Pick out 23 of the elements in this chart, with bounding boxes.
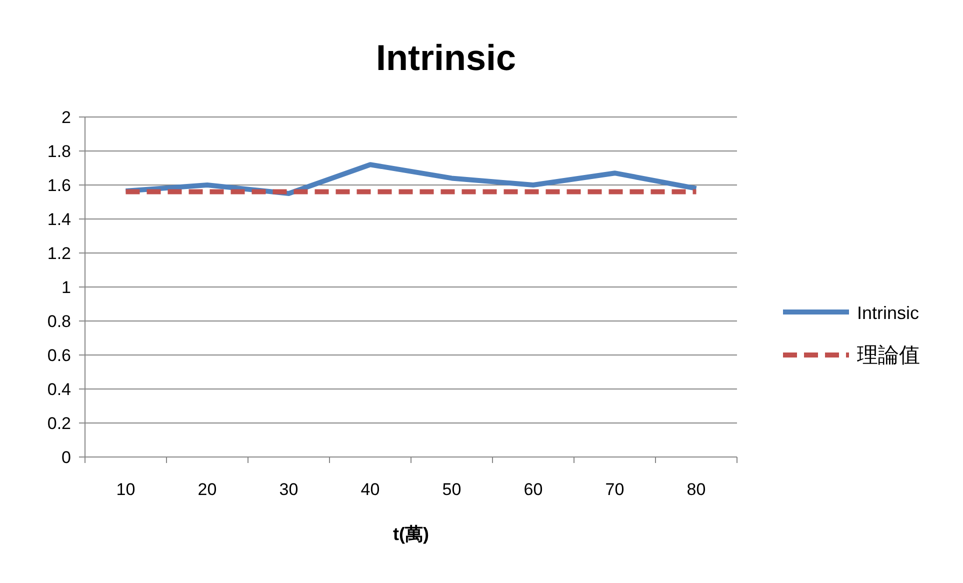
x-tick-label: 60 [524, 480, 543, 499]
y-tick-label: 0.2 [47, 414, 71, 433]
y-tick-label: 1.6 [47, 176, 71, 195]
legend-label: Intrinsic [857, 303, 920, 323]
y-tick-label: 1 [62, 278, 71, 297]
x-tick-label: 10 [116, 480, 136, 499]
x-tick-label: 80 [686, 480, 706, 499]
chart-title: Intrinsic [376, 37, 516, 78]
y-tick-label: 0.4 [47, 380, 71, 399]
y-tick-label: 1.2 [47, 244, 71, 263]
x-tick-label: 70 [605, 480, 624, 499]
x-tick-label: 30 [279, 480, 298, 499]
y-tick-label: 1.8 [47, 142, 71, 161]
x-tick-label: 20 [198, 480, 217, 499]
y-tick-label: 2 [62, 108, 71, 127]
y-tick-label: 0.8 [47, 312, 71, 331]
y-tick-label: 0.6 [47, 346, 71, 365]
x-tick-label: 40 [360, 480, 380, 499]
x-axis-title: t(萬) [393, 524, 429, 544]
legend-label: 理論值 [857, 344, 920, 367]
y-tick-label: 1.4 [47, 210, 71, 229]
x-tick-label: 50 [442, 480, 462, 499]
y-tick-label: 0 [62, 448, 71, 467]
